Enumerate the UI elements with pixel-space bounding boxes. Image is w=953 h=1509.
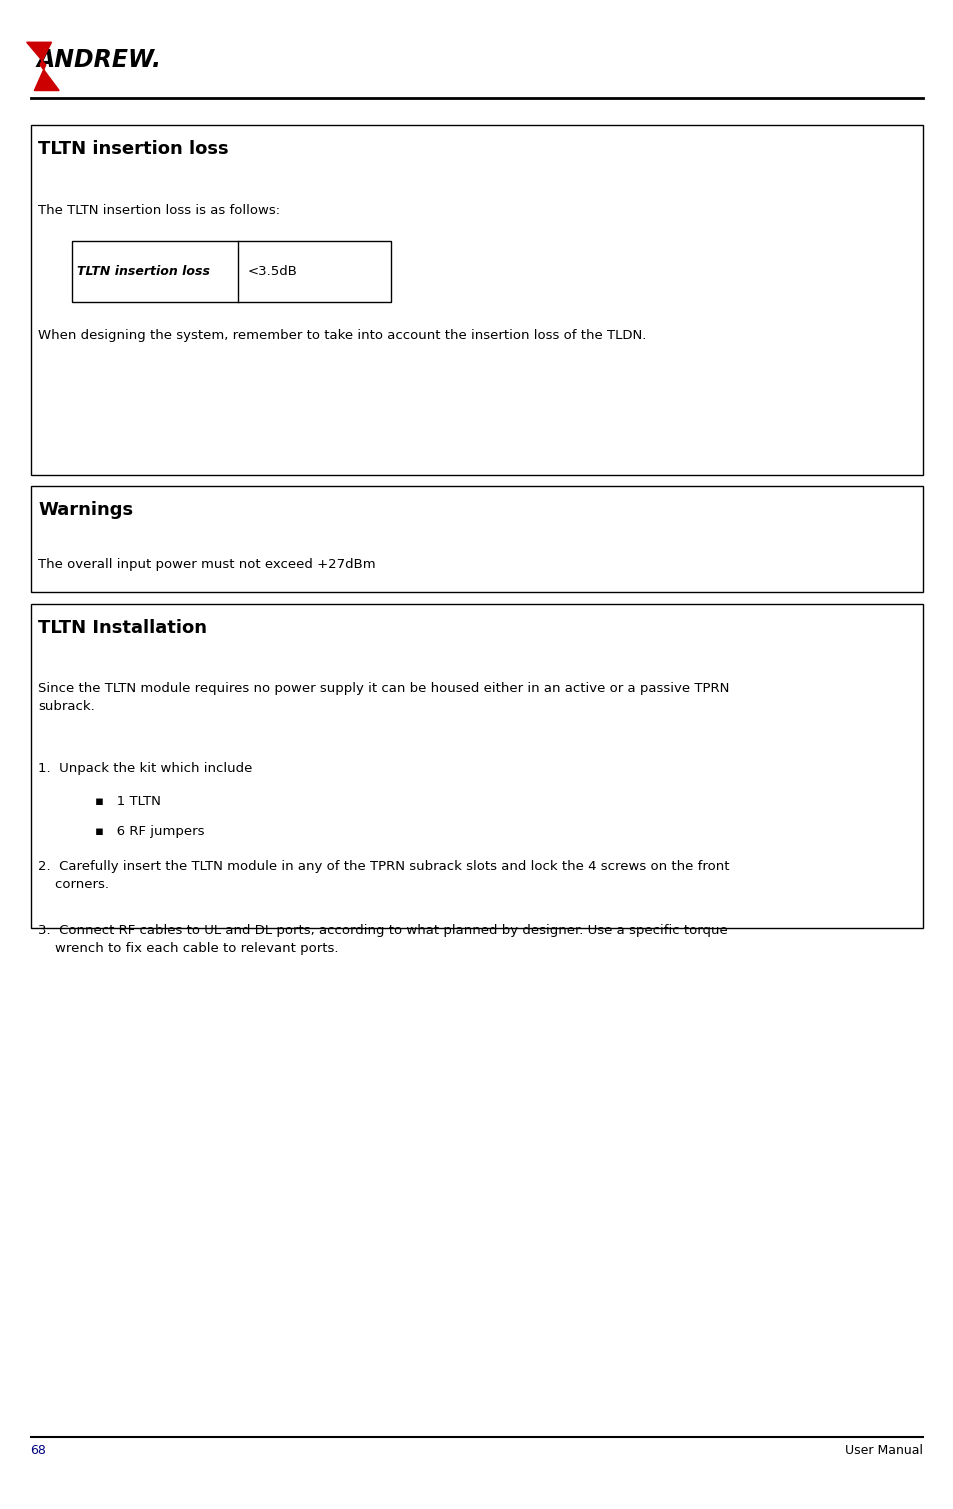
Text: When designing the system, remember to take into account the insertion loss of t: When designing the system, remember to t…	[38, 329, 646, 343]
Text: 1.  Unpack the kit which include: 1. Unpack the kit which include	[38, 762, 253, 776]
Text: ANDREW.: ANDREW.	[36, 48, 161, 72]
Text: Warnings: Warnings	[38, 501, 133, 519]
Text: The TLTN insertion loss is as follows:: The TLTN insertion loss is as follows:	[38, 204, 280, 217]
Text: TLTN Installation: TLTN Installation	[38, 619, 207, 637]
Text: 3.  Connect RF cables to UL and DL ports, according to what planned by designer.: 3. Connect RF cables to UL and DL ports,…	[38, 924, 727, 955]
Text: TLTN insertion loss: TLTN insertion loss	[38, 140, 229, 158]
Text: Since the TLTN module requires no power supply it can be housed either in an act: Since the TLTN module requires no power …	[38, 682, 729, 714]
Text: ▪   1 TLTN: ▪ 1 TLTN	[95, 795, 161, 809]
Text: User Manual: User Manual	[844, 1444, 923, 1458]
Text: 68: 68	[30, 1444, 47, 1458]
Text: 2.  Carefully insert the TLTN module in any of the TPRN subrack slots and lock t: 2. Carefully insert the TLTN module in a…	[38, 860, 729, 892]
Polygon shape	[27, 42, 59, 91]
Text: <3.5dB: <3.5dB	[248, 266, 297, 278]
Bar	[30, 486, 923, 592]
Bar	[71, 241, 391, 302]
Bar	[30, 604, 923, 928]
Text: ▪   6 RF jumpers: ▪ 6 RF jumpers	[95, 825, 205, 839]
Bar	[30, 125, 923, 475]
Text: The overall input power must not exceed +27dBm: The overall input power must not exceed …	[38, 558, 375, 572]
Text: TLTN insertion loss: TLTN insertion loss	[77, 266, 210, 278]
